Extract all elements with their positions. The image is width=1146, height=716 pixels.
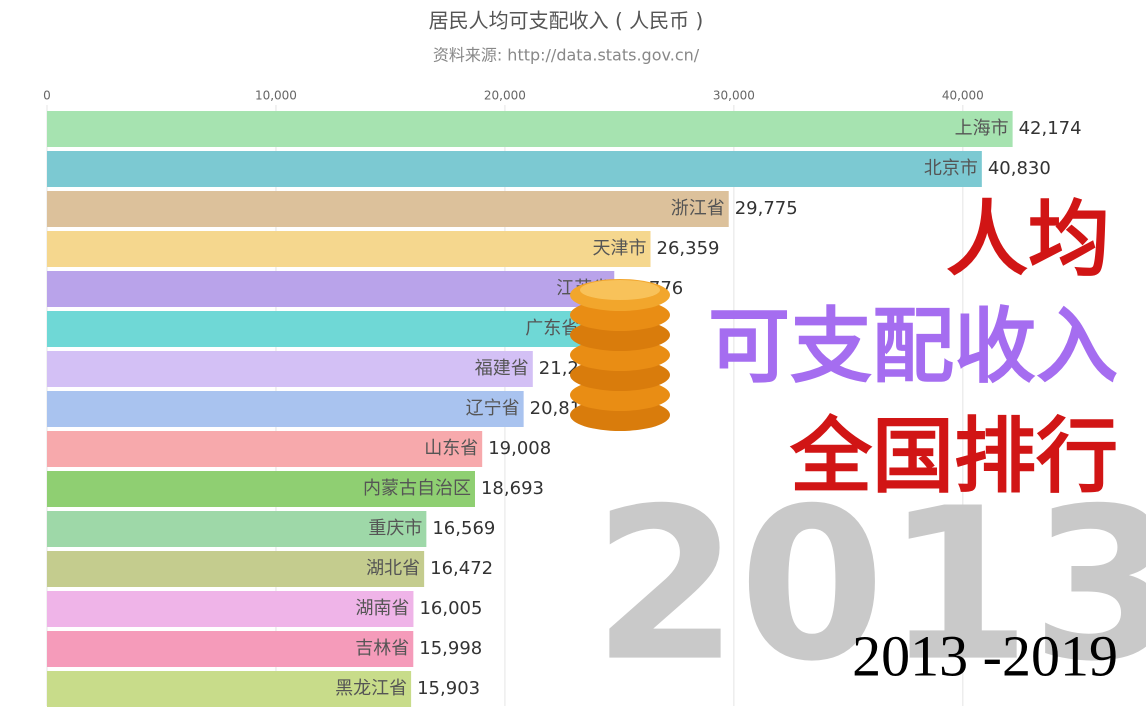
x-tick-label: 40,000	[942, 89, 984, 103]
bar	[47, 231, 651, 267]
bar	[47, 551, 425, 587]
value-label: 16,005	[419, 598, 482, 619]
bar-label: 辽宁省	[466, 398, 520, 419]
x-tick-label: 20,000	[484, 89, 526, 103]
value-label: 26,359	[657, 238, 720, 259]
x-tick-label: 10,000	[255, 89, 297, 103]
period-label: 2013 -2019	[852, 623, 1118, 688]
x-tick-label: 0	[43, 89, 51, 103]
bar	[47, 351, 533, 387]
bar	[47, 191, 729, 227]
bar	[47, 471, 475, 507]
year-label: 2013	[593, 463, 1146, 708]
coins	[570, 279, 670, 431]
value-label: 15,998	[419, 638, 482, 659]
chart-title: 居民人均可支配收入 ( 人民币 )	[429, 9, 704, 33]
value-label: 16,569	[432, 518, 495, 539]
value-label: 29,775	[735, 198, 798, 219]
bar	[47, 511, 427, 547]
overlay-text: 人均	[946, 192, 1110, 287]
bar-label: 上海市	[955, 118, 1009, 139]
bar-label: 浙江省	[671, 198, 725, 219]
bar	[47, 431, 483, 467]
bar-label: 内蒙古自治区	[363, 478, 471, 499]
chart-subtitle: 资料来源: http://data.stats.gov.cn/	[433, 46, 700, 65]
bar-label: 山东省	[424, 438, 478, 459]
bar-label: 湖南省	[355, 598, 409, 619]
bar-label: 天津市	[593, 238, 647, 259]
bar	[47, 311, 584, 347]
bar	[47, 111, 1013, 147]
value-label: 40,830	[988, 158, 1051, 179]
bar-label: 黑龙江省	[335, 678, 407, 699]
bar-label: 北京市	[924, 158, 978, 179]
value-label: 42,174	[1019, 118, 1082, 139]
bar-label: 福建省	[475, 358, 529, 379]
bar-label: 重庆市	[368, 518, 422, 539]
value-label: 16,472	[430, 558, 493, 579]
value-label: 18,693	[481, 478, 544, 499]
bar	[47, 151, 982, 187]
value-label: 19,008	[488, 438, 551, 459]
overlay-text: 全国排行	[789, 409, 1118, 504]
bar	[47, 271, 615, 307]
bar-label: 湖北省	[366, 558, 420, 579]
bars: 上海市42,174北京市40,830浙江省29,775天津市26,359江苏省2…	[47, 111, 1082, 707]
value-label: 15,903	[417, 678, 480, 699]
bar-label: 吉林省	[355, 638, 409, 659]
bar-label: 广东省	[525, 318, 579, 339]
bar	[47, 671, 412, 707]
x-tick-label: 30,000	[713, 89, 755, 103]
bar	[47, 631, 414, 667]
bar	[47, 391, 524, 427]
bar	[47, 591, 414, 627]
overlay-text: 可支配收入	[708, 299, 1118, 394]
